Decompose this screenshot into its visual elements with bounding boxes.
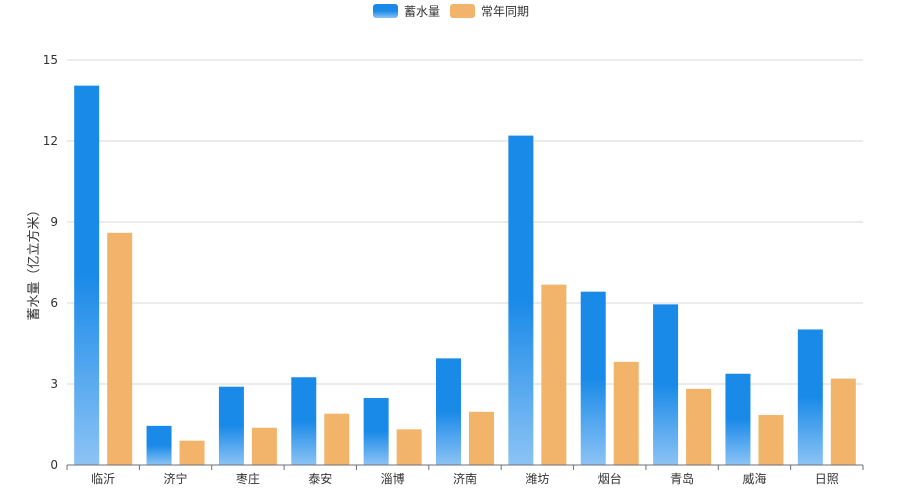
bar-storage-4[interactable] bbox=[363, 398, 389, 465]
x-tick-label: 济南 bbox=[453, 471, 477, 486]
bar-normal-period-6[interactable] bbox=[541, 284, 567, 465]
bar-storage-7[interactable] bbox=[580, 291, 606, 465]
bar-storage-3[interactable] bbox=[291, 377, 317, 465]
bar-storage-9[interactable] bbox=[725, 373, 751, 465]
legend-label-series-0: 蓄水量 bbox=[404, 5, 440, 19]
bar-normal-period-5[interactable] bbox=[469, 411, 494, 465]
bar-storage-5[interactable] bbox=[436, 358, 461, 465]
x-tick-label: 济宁 bbox=[164, 471, 188, 486]
legend[interactable]: 蓄水量 常年同期 bbox=[373, 4, 529, 19]
y-axis-title: 蓄水量（亿立方米） bbox=[26, 203, 42, 320]
bar-storage-10[interactable] bbox=[797, 329, 823, 465]
grid-lines bbox=[67, 59, 863, 385]
bar-normal-period-2[interactable] bbox=[251, 427, 277, 465]
bar-normal-period-3[interactable] bbox=[324, 413, 350, 465]
x-axis-ticks: 临沂 济宁 枣庄 泰安 淄博 济南 潍坊 烟台 青岛 威海 日照 bbox=[91, 471, 839, 486]
bar-storage-1[interactable] bbox=[146, 425, 172, 465]
x-tick-label: 淄博 bbox=[381, 471, 405, 486]
x-tick-label: 潍坊 bbox=[525, 471, 549, 486]
bar-normal-period-0[interactable] bbox=[107, 232, 133, 465]
x-tick-label: 烟台 bbox=[598, 471, 622, 486]
y-axis-ticks: 0 3 6 9 12 15 bbox=[43, 53, 58, 472]
bars bbox=[74, 85, 856, 466]
bar-storage-2[interactable] bbox=[218, 386, 244, 465]
legend-swatch-series-0 bbox=[373, 4, 398, 18]
legend-swatch-series-1 bbox=[450, 4, 475, 18]
x-tick-label: 泰安 bbox=[308, 471, 332, 486]
y-tick-label: 15 bbox=[43, 53, 58, 67]
bar-normal-period-1[interactable] bbox=[179, 440, 205, 465]
x-tick-label: 临沂 bbox=[91, 472, 115, 486]
x-axis bbox=[66, 464, 864, 470]
bar-storage-8[interactable] bbox=[653, 304, 679, 465]
bar-normal-period-8[interactable] bbox=[686, 388, 712, 465]
bar-normal-period-9[interactable] bbox=[758, 415, 784, 465]
y-tick-label: 3 bbox=[50, 377, 58, 391]
y-tick-label: 6 bbox=[50, 296, 58, 310]
y-tick-label: 9 bbox=[50, 215, 58, 229]
legend-item-series-1[interactable]: 常年同期 bbox=[450, 4, 529, 19]
bar-storage-0[interactable] bbox=[74, 85, 100, 466]
bar-normal-period-7[interactable] bbox=[613, 361, 639, 465]
y-tick-label: 0 bbox=[50, 458, 58, 472]
x-tick-label: 威海 bbox=[742, 471, 766, 486]
x-tick-label: 枣庄 bbox=[236, 471, 260, 486]
bar-normal-period-10[interactable] bbox=[830, 378, 856, 465]
bar-storage-6[interactable] bbox=[508, 135, 534, 465]
y-tick-label: 12 bbox=[43, 134, 58, 148]
legend-item-series-0[interactable]: 蓄水量 bbox=[373, 4, 440, 19]
bar-normal-period-4[interactable] bbox=[396, 429, 422, 465]
x-tick-label: 青岛 bbox=[670, 471, 694, 486]
legend-label-series-1: 常年同期 bbox=[481, 5, 529, 19]
x-tick-label: 日照 bbox=[815, 472, 839, 486]
